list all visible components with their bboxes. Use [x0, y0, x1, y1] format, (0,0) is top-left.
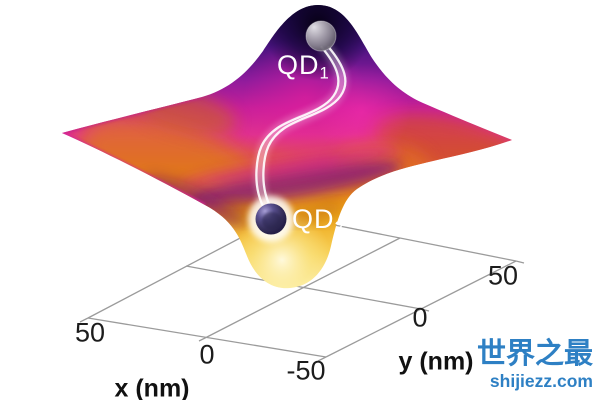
qd1-body	[306, 21, 336, 51]
y-axis-tick-0: 0	[412, 302, 428, 333]
x-axis-tick-0: 0	[199, 339, 215, 370]
qd2-sphere	[248, 196, 294, 242]
qd1-label: QD1	[277, 50, 330, 84]
y-axis-tick-50: 50	[487, 260, 519, 291]
x-axis-label: x (nm)	[114, 374, 190, 400]
watermark-title: 世界之最	[476, 338, 593, 370]
qd1-label-subscript: 1	[319, 63, 330, 83]
axis-tick-mark	[317, 356, 327, 362]
surface-shading	[62, 5, 512, 289]
axis-tick-mark	[79, 317, 89, 323]
qd1-label-text: QD	[277, 50, 320, 80]
y-axis-label: y (nm)	[398, 347, 474, 376]
watermark: 世界之最 shijiezz.com	[477, 338, 593, 391]
qd2-core	[262, 212, 282, 230]
qd2-label-text: QD	[292, 204, 335, 234]
qd2-label-subscript: 2	[334, 217, 345, 237]
qd1-sphere	[305, 20, 337, 52]
qd2-label: QD2	[292, 204, 345, 238]
well-rim-purple-band	[188, 160, 402, 206]
well-rim-magenta-band	[179, 147, 401, 187]
axis-tick-mark	[198, 336, 208, 342]
watermark-domain: shijiezz.com	[489, 371, 593, 391]
axis-tick-mark	[420, 308, 430, 312]
axis-tick-mark	[515, 260, 525, 264]
grid-line	[185, 265, 422, 310]
x-axis-tick-neg50: -50	[286, 355, 326, 386]
x-axis-tick-50: 50	[74, 317, 106, 348]
qd1-rim	[305, 20, 337, 52]
